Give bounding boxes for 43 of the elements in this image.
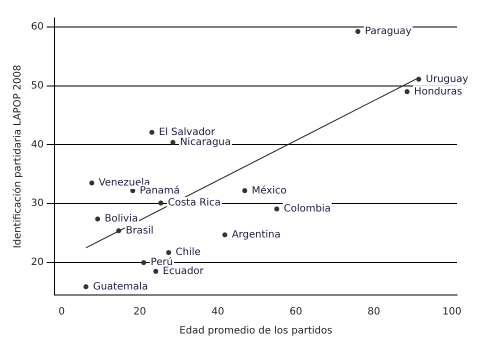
annotation: El Salvador: [158, 126, 216, 138]
annotation: Costa Rica: [168, 198, 221, 209]
y-tick-label: 20: [30, 257, 44, 268]
annotation: Honduras: [414, 86, 462, 98]
x-tick-label: 100: [442, 306, 462, 318]
point: [404, 89, 410, 94]
point: [89, 180, 94, 186]
x-tick-label: 0: [58, 306, 65, 318]
x-tick-label: 80: [368, 306, 380, 318]
point: [149, 130, 154, 135]
y-tick-label: 60: [30, 21, 44, 32]
annotation: Argentina: [232, 229, 281, 240]
point: [116, 228, 122, 234]
point: [158, 200, 164, 206]
x-tick-label: 40: [211, 306, 224, 318]
point: [355, 29, 360, 34]
x-axis-title: Edad promedio de los partidos: [179, 326, 332, 337]
annotation: Brasil: [126, 225, 154, 236]
x-tick-label: 20: [133, 306, 146, 318]
annotation: Nicaragua: [180, 136, 231, 148]
y-axis-title: Identificación partidaria LAPOP 2008: [12, 64, 24, 248]
point: [166, 250, 172, 256]
x-tick-label: 60: [289, 306, 302, 318]
point: [416, 76, 422, 82]
y-tick-label: 50: [30, 80, 44, 92]
point: [242, 188, 248, 194]
annotation: Bolivia: [104, 214, 138, 225]
point: [153, 268, 158, 274]
point: [274, 206, 280, 212]
point: [170, 140, 176, 145]
annotation: Guatemala: [92, 281, 148, 292]
annotation: Uruguay: [426, 74, 468, 85]
point: [95, 216, 100, 222]
y-tick-label: 40: [30, 139, 44, 150]
annotation: México: [252, 185, 287, 196]
annotation: Paraguay: [364, 26, 412, 38]
point: [83, 284, 88, 290]
point: [222, 232, 228, 238]
annotation: Ecuador: [162, 266, 205, 278]
annotation: Chile: [176, 247, 201, 258]
annotation: Colombia: [284, 204, 331, 215]
y-tick-label: 30: [30, 198, 44, 210]
point: [141, 260, 146, 266]
